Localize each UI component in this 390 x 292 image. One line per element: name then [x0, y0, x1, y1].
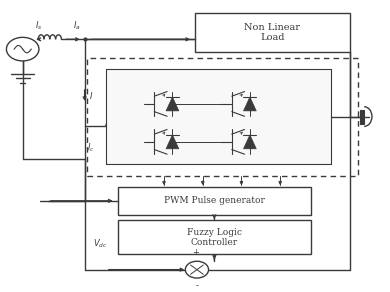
Text: +: +	[192, 248, 199, 257]
Bar	[87, 58, 358, 175]
Polygon shape	[243, 135, 256, 149]
Text: $I_a$: $I_a$	[73, 20, 81, 32]
Text: PWM Pulse generator: PWM Pulse generator	[164, 196, 265, 205]
Bar	[106, 69, 331, 164]
Bar	[195, 13, 350, 52]
Text: $I_c$: $I_c$	[87, 141, 94, 154]
Bar	[117, 187, 311, 215]
Text: $I$: $I$	[89, 90, 94, 101]
Text: Fuzzy Logic
Controller: Fuzzy Logic Controller	[187, 228, 242, 247]
Polygon shape	[166, 97, 179, 111]
Polygon shape	[166, 135, 179, 149]
Text: $V_{dc}$: $V_{dc}$	[93, 238, 108, 250]
Bar	[117, 220, 311, 254]
Bar	[360, 110, 364, 124]
Text: $I_s$: $I_s$	[35, 20, 42, 32]
Text: -: -	[195, 281, 199, 291]
Polygon shape	[243, 97, 256, 111]
Text: Non Linear
Load: Non Linear Load	[245, 22, 300, 42]
